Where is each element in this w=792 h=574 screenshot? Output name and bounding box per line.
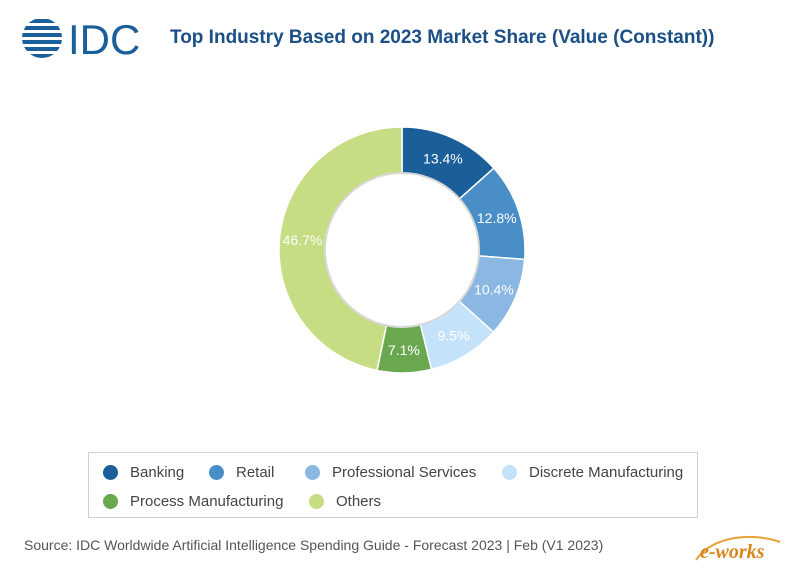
legend-label: Professional Services [332,463,477,481]
header: IDC Top Industry Based on 2023 Market Sh… [0,0,792,80]
legend-swatch [309,493,324,509]
eworks-watermark: e-works [695,535,781,563]
legend-item-retail: Retail [209,462,274,482]
legend-item-discrete-manufacturing: Discrete Manufacturing [502,462,683,482]
donut-hole-ring [324,172,480,328]
data-label-professional-services: 10.4% [474,281,514,297]
legend: Banking Retail Professional Services Discre… [88,452,698,518]
donut-chart: 13.4% 12.8% 10.4% 9.5% 7.1% 46.7% [278,126,526,374]
legend-item-process-manufacturing: Process Manufacturing [103,491,283,511]
legend-label: Discrete Manufacturing [529,463,684,481]
legend-swatch [209,464,224,480]
donut-slice-others [278,126,403,372]
data-label-process-manufacturing: 7.1% [388,342,420,358]
chart-title: Top Industry Based on 2023 Market Share … [170,27,715,48]
legend-swatch [103,493,118,509]
legend-item-banking: Banking [103,462,184,482]
legend-swatch [103,464,118,480]
data-label-banking: 13.4% [423,151,463,167]
data-label-discrete-manufacturing: 9.5% [438,328,470,344]
legend-item-professional-services: Professional Services [305,462,476,482]
data-label-retail: 12.8% [477,210,517,226]
logo-text: IDC [68,16,140,62]
legend-label: Others [336,492,382,510]
legend-label: Retail [236,463,275,481]
legend-swatch [305,464,320,480]
legend-swatch [502,464,517,480]
legend-item-others: Others [309,491,381,511]
legend-label: Banking [130,463,185,481]
data-label-others: 46.7% [283,232,323,248]
source-note: Source: IDC Worldwide Artificial Intelli… [24,537,604,553]
legend-label: Process Manufacturing [130,492,284,510]
svg-text:e-works: e-works [700,541,765,563]
idc-logo: IDC [22,16,140,62]
